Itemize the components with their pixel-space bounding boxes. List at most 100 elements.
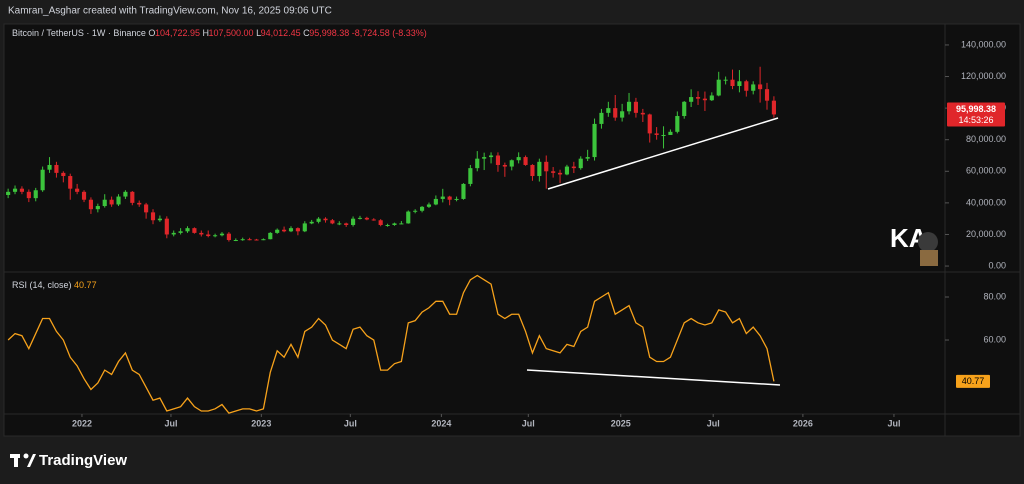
candle-body: [426, 204, 432, 207]
candle-body: [75, 188, 80, 192]
price-tag-value: 95,998.38: [956, 104, 996, 114]
candle-body: [150, 212, 156, 221]
candle-body: [751, 84, 756, 91]
candle-body: [295, 228, 300, 232]
price-tag: [947, 102, 1005, 127]
change-label: -8,724.58 (-8.33%): [351, 28, 427, 38]
x-tick-label: 2024: [431, 418, 451, 428]
candle-body: [61, 172, 66, 177]
rsi-title: RSI (14, close): [12, 280, 72, 290]
candle-body: [585, 157, 590, 159]
candle-body: [744, 81, 749, 91]
x-tick-label: Jul: [522, 418, 535, 428]
candle-body: [47, 164, 52, 170]
ohlc-legend: O 104,722.95 H 107,500.00 L 94,012.45 C …: [148, 28, 351, 38]
candle-body: [737, 81, 742, 87]
candle-body: [454, 198, 459, 200]
price-tag-countdown: 14:53:26: [958, 115, 993, 125]
candle-body: [413, 210, 418, 212]
candle-body: [206, 234, 211, 237]
logo-figure: [918, 232, 938, 252]
candle-body: [123, 191, 128, 197]
candle-body: [268, 232, 273, 240]
logo-mark: [27, 454, 36, 467]
candle-body: [488, 155, 494, 158]
candle-body: [309, 221, 314, 224]
candle-body: [723, 79, 728, 81]
logo-mark: [23, 453, 29, 459]
candle-body: [385, 224, 390, 226]
candle-body: [171, 232, 176, 235]
candle-body: [81, 191, 87, 200]
candle-body: [323, 218, 328, 221]
candle-body: [626, 101, 632, 112]
candle-body: [95, 206, 100, 210]
ohlc-value: 94,012.45: [260, 28, 301, 38]
rsi-line: [7, 274, 775, 414]
y-tick-label: 80.00: [983, 291, 1006, 301]
candle-body: [26, 191, 31, 199]
candle-body: [337, 223, 342, 225]
y-tick-label: 0.00: [988, 260, 1006, 270]
candle-body: [509, 160, 514, 167]
candle-body: [144, 204, 149, 213]
candle-body: [40, 169, 45, 191]
trend-line: [526, 369, 781, 386]
candle-body: [475, 158, 480, 169]
candle-body: [226, 233, 231, 240]
x-tick-label: Jul: [707, 418, 720, 428]
logo: KA: [874, 220, 944, 268]
candle-body: [771, 100, 776, 115]
candle-body: [54, 164, 59, 173]
x-tick-label: Jul: [887, 418, 900, 428]
y-tick-label: 120,000.00: [961, 71, 1006, 81]
candle-body: [357, 217, 363, 219]
x-tick-label: 2025: [611, 418, 631, 428]
candle-body: [254, 239, 259, 241]
rsi-tag: [956, 374, 990, 388]
candle-body: [19, 188, 25, 192]
candle-body: [557, 172, 563, 175]
candle-body: [537, 161, 542, 177]
candle-body: [544, 161, 549, 172]
candle-body: [482, 157, 487, 159]
logo-figure: [920, 250, 938, 266]
candle-body: [461, 183, 466, 199]
candle-body: [709, 95, 714, 101]
candle-body: [640, 112, 645, 115]
candle-body: [351, 218, 356, 225]
ohlc-value: 95,998.38: [309, 28, 350, 38]
candle-body: [571, 166, 576, 169]
y-tick-label: 20,000.00: [966, 229, 1006, 239]
candle-body: [716, 79, 721, 96]
candle-body: [219, 233, 225, 236]
y-tick-label: 40,000.00: [966, 197, 1006, 207]
candle-body: [447, 196, 452, 200]
candle-body: [564, 166, 570, 175]
candle-body: [109, 199, 114, 205]
candle-body: [468, 168, 473, 184]
candle-body: [137, 202, 142, 205]
candle-body: [213, 235, 218, 237]
candle-body: [68, 176, 73, 189]
candle-body: [495, 155, 501, 165]
candle-body: [164, 218, 169, 235]
candle-body: [88, 199, 93, 210]
candle-body: [516, 157, 521, 161]
candle-body: [399, 223, 404, 225]
candle-body: [302, 223, 307, 232]
chart-frame: [3, 23, 1021, 437]
logo-mark: [14, 454, 18, 467]
symbol-title: Bitcoin / TetherUS · 1W · Binance: [12, 28, 146, 38]
candle-body: [440, 196, 445, 199]
x-tick-label: Jul: [164, 418, 177, 428]
candle-body: [116, 196, 121, 205]
candle-body: [392, 223, 397, 225]
candle-body: [178, 231, 183, 233]
rsi-tag-value: 40.77: [962, 376, 985, 386]
candle-body: [185, 228, 190, 232]
ohlc-value: 107,500.00: [208, 28, 254, 38]
candle-body: [433, 198, 438, 205]
candle-body: [102, 199, 107, 207]
